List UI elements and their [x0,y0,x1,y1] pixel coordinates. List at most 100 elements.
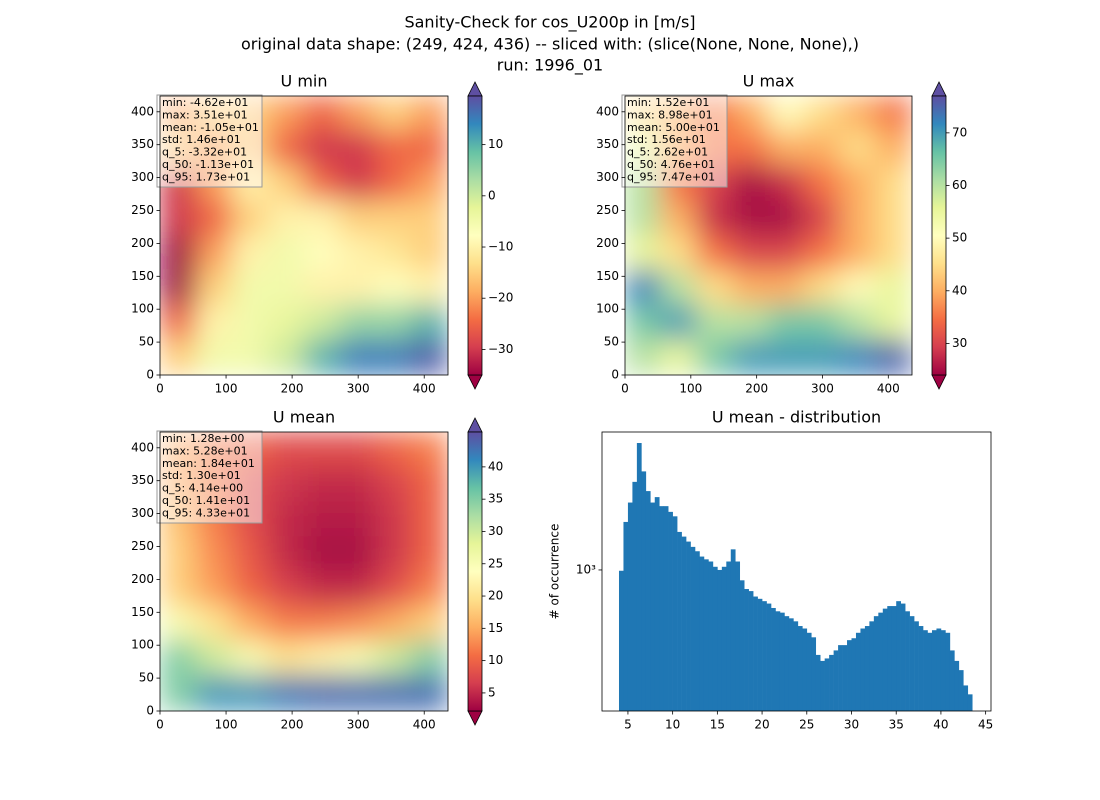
heatmap-cell [303,536,341,572]
heatmap-cell [160,536,197,572]
heatmap-cell [875,235,912,271]
hist-bar [891,606,897,711]
hist-bar [851,638,857,711]
hist-bar [703,559,709,711]
x-tick-label: 300 [811,382,834,396]
x-tick-label: 100 [679,382,702,396]
heatmap-cell [160,304,197,341]
hist-bar [730,549,736,711]
heatmap-cell [696,200,734,236]
heatmap-cell [411,536,448,572]
heatmap-cell [625,269,662,306]
x-tick-label: 45 [978,718,993,732]
x-tick-label: 0 [156,382,164,396]
stats-line: max: 8.98e+01 [627,108,713,121]
heatmap-cell [660,200,698,236]
heatmap-cell [339,165,377,202]
heatmap-cell [303,235,341,271]
hist-bar [833,650,839,711]
hist-bar [869,621,875,711]
heatmap-cell [267,571,305,607]
heatmap-cell [875,304,912,341]
heatmap-cell [839,96,877,132]
heatmap-cell [875,130,912,167]
heatmap-cell [303,605,341,642]
hist-bar [954,660,960,711]
heatmap-cell [803,96,841,132]
heatmap-cell [339,200,377,236]
heatmap-cell [303,269,341,306]
hist-bar [882,608,888,711]
y-tick-label: 0 [611,368,619,382]
heatmap-cell [195,269,233,306]
hist-bar [623,521,629,711]
hist-bar [708,561,714,711]
y-tick-label: 400 [131,104,154,118]
y-tick-label: 300 [131,170,154,184]
heatmap-cell [267,640,305,677]
y-tick-label: 100 [596,302,619,316]
stats-line: mean: 5.00e+01 [627,121,720,134]
y-tick-label: 0 [146,704,154,718]
heatmap-cell [696,235,734,271]
axes-title: U min [281,72,328,91]
heatmap-cell [768,304,805,341]
heatmap-cell [339,675,377,711]
stats-line: q_50: 4.76e+01 [627,158,715,171]
heatmap-cell [375,501,413,538]
heatmap-cell [696,269,734,306]
hist-bar [739,580,745,711]
heatmap-cell [339,269,377,306]
hist-bar [784,616,790,711]
colorbar [467,95,483,376]
hist-bar [940,630,946,711]
heatmap-cell [803,269,841,306]
x-tick-label: 400 [413,382,436,396]
heatmap-cell [411,675,448,711]
cbar-tick-label: −30 [488,342,513,356]
cbar-tick-label: 60 [952,178,967,192]
heatmap-cell [803,165,841,202]
stats-line: min: 1.52e+01 [627,96,709,109]
heatmap-clip [160,96,448,375]
heatmap-cell [267,605,305,642]
heatmap-cell [732,165,769,202]
x-tick-label: 35 [889,718,904,732]
hist-bar [918,626,924,711]
hist-bar [909,616,915,711]
cbar-extend-bottom [467,710,483,726]
heatmap-cell [303,466,341,503]
heatmap-cell [160,640,197,677]
hist-bar [757,598,763,711]
x-tick-label: 10 [665,718,680,732]
stats-line: max: 3.51e+01 [162,108,248,121]
heatmap-cell [375,675,413,711]
heatmap-cell [839,130,877,167]
axes-frame [601,431,992,712]
hist-bar [645,491,651,711]
hist-bar [829,654,834,711]
heatmap-cell [803,304,841,341]
hist-bar [779,612,785,711]
y-tick-label: 250 [131,539,154,553]
heatmap-cell [231,640,269,677]
cbar-tick-label: 15 [488,621,503,635]
heatmap-cell [303,501,341,538]
heatmap-cell [303,571,341,607]
cbar-tick-label: 40 [952,283,967,297]
heatmap-cell [267,269,305,306]
heatmap-cell [875,269,912,306]
y-tick-label: 200 [131,572,154,586]
heatmap-cell [411,571,448,607]
heatmap-cell [303,432,341,468]
x-tick-label: 30 [844,718,859,732]
hist-bar [668,511,673,711]
heatmap-cell [231,235,269,271]
axes-title: U mean - distribution [712,408,881,427]
heatmap-cell [732,96,769,132]
y-tick-label: 300 [596,170,619,184]
stats-box [621,94,728,188]
y-tick-label: 250 [131,203,154,217]
y-axis-label: # of occurrence [548,524,562,620]
heatmap-cell [375,269,413,306]
